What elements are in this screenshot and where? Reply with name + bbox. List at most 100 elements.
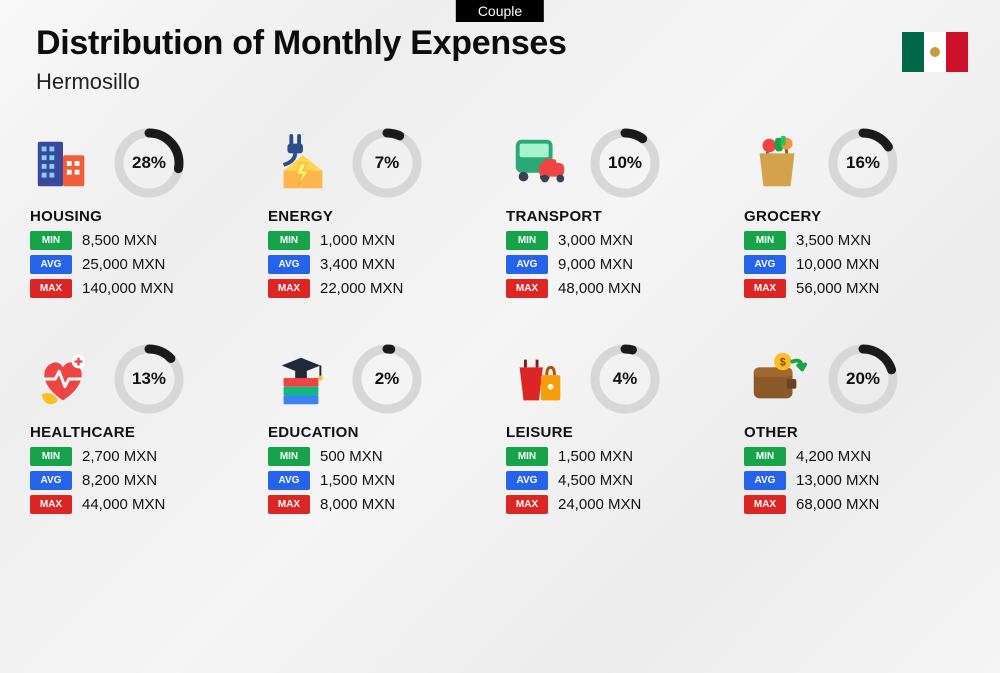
- min-value: 8,500 MXN: [82, 232, 157, 249]
- min-value: 2,700 MXN: [82, 448, 157, 465]
- avg-row: AVG 1,500 MXN: [268, 471, 494, 490]
- min-row: MIN 1,000 MXN: [268, 231, 494, 250]
- avg-row: AVG 13,000 MXN: [744, 471, 970, 490]
- pct-value: 7%: [375, 153, 400, 173]
- avg-pill: AVG: [506, 471, 548, 490]
- max-value: 22,000 MXN: [320, 280, 403, 297]
- max-pill: MAX: [744, 279, 786, 298]
- avg-value: 1,500 MXN: [320, 472, 395, 489]
- grocery-icon: [744, 130, 810, 196]
- pct-ring: 13%: [114, 344, 184, 414]
- categories-grid: 28% HOUSING MIN 8,500 MXN AVG 25,000 MXN M…: [30, 128, 970, 514]
- other-icon: $: [744, 346, 810, 412]
- min-pill: MIN: [30, 447, 72, 466]
- avg-pill: AVG: [744, 471, 786, 490]
- max-value: 56,000 MXN: [796, 280, 879, 297]
- category-name: TRANSPORT: [506, 208, 732, 225]
- education-icon: [268, 346, 334, 412]
- category-name: LEISURE: [506, 424, 732, 441]
- min-value: 4,200 MXN: [796, 448, 871, 465]
- min-pill: MIN: [744, 231, 786, 250]
- max-pill: MAX: [744, 495, 786, 514]
- max-row: MAX 140,000 MXN: [30, 279, 256, 298]
- min-value: 1,000 MXN: [320, 232, 395, 249]
- max-pill: MAX: [30, 495, 72, 514]
- max-row: MAX 24,000 MXN: [506, 495, 732, 514]
- pct-ring: 28%: [114, 128, 184, 198]
- svg-text:$: $: [780, 356, 786, 368]
- healthcare-icon: [30, 346, 96, 412]
- city-name: Hermosillo: [36, 69, 567, 95]
- avg-row: AVG 9,000 MXN: [506, 255, 732, 274]
- pct-value: 20%: [846, 369, 880, 389]
- category-other: $ 20% OTHER MIN 4,200 MXN AVG 13,000 MXN M…: [744, 344, 970, 514]
- avg-value: 25,000 MXN: [82, 256, 165, 273]
- min-row: MIN 2,700 MXN: [30, 447, 256, 466]
- category-name: ENERGY: [268, 208, 494, 225]
- max-value: 44,000 MXN: [82, 496, 165, 513]
- avg-row: AVG10,000 MXN: [744, 255, 970, 274]
- max-pill: MAX: [268, 279, 310, 298]
- header: Distribution of Monthly Expenses Hermosi…: [36, 24, 567, 95]
- category-name: OTHER: [744, 424, 970, 441]
- max-value: 48,000 MXN: [558, 280, 641, 297]
- avg-pill: AVG: [30, 471, 72, 490]
- avg-pill: AVG: [268, 255, 310, 274]
- min-row: MIN500 MXN: [268, 447, 494, 466]
- min-pill: MIN: [268, 447, 310, 466]
- max-pill: MAX: [268, 495, 310, 514]
- min-pill: MIN: [268, 231, 310, 250]
- min-row: MIN3,500 MXN: [744, 231, 970, 250]
- pct-value: 28%: [132, 153, 166, 173]
- min-row: MIN 1,500 MXN: [506, 447, 732, 466]
- min-pill: MIN: [744, 447, 786, 466]
- category-leisure: 4% LEISURE MIN 1,500 MXN AVG 4,500 MXN MAX…: [506, 344, 732, 514]
- max-value: 24,000 MXN: [558, 496, 641, 513]
- pct-value: 16%: [846, 153, 880, 173]
- pct-value: 2%: [375, 369, 400, 389]
- category-energy: 7% ENERGY MIN 1,000 MXN AVG 3,400 MXN MAX 2…: [268, 128, 494, 298]
- max-value: 140,000 MXN: [82, 280, 174, 297]
- category-transport: 10% TRANSPORT MIN3,000 MXN AVG9,000 MXN …: [506, 128, 732, 298]
- leisure-icon: [506, 346, 572, 412]
- max-pill: MAX: [30, 279, 72, 298]
- avg-row: AVG 4,500 MXN: [506, 471, 732, 490]
- category-healthcare: 13% HEALTHCARE MIN2,700 MXN AVG8,200 MXN…: [30, 344, 256, 514]
- min-pill: MIN: [506, 447, 548, 466]
- category-name: HOUSING: [30, 208, 256, 225]
- avg-value: 4,500 MXN: [558, 472, 633, 489]
- avg-row: AVG8,200 MXN: [30, 471, 256, 490]
- min-pill: MIN: [30, 231, 72, 250]
- avg-value: 9,000 MXN: [558, 256, 633, 273]
- pct-ring: 10%: [590, 128, 660, 198]
- pct-ring: 20%: [828, 344, 898, 414]
- page-title: Distribution of Monthly Expenses: [36, 24, 567, 63]
- category-name: GROCERY: [744, 208, 970, 225]
- max-value: 68,000 MXN: [796, 496, 879, 513]
- pct-ring: 16%: [828, 128, 898, 198]
- avg-row: AVG 25,000 MXN: [30, 255, 256, 274]
- max-pill: MAX: [506, 495, 548, 514]
- avg-pill: AVG: [30, 255, 72, 274]
- max-row: MAX48,000 MXN: [506, 279, 732, 298]
- min-row: MIN 4,200 MXN: [744, 447, 970, 466]
- pct-ring: 2%: [352, 344, 422, 414]
- energy-icon: [268, 130, 334, 196]
- avg-row: AVG 3,400 MXN: [268, 255, 494, 274]
- avg-pill: AVG: [268, 471, 310, 490]
- max-row: MAX 22,000 MXN: [268, 279, 494, 298]
- max-row: MAX8,000 MXN: [268, 495, 494, 514]
- pct-ring: 7%: [352, 128, 422, 198]
- household-badge: Couple: [456, 0, 544, 22]
- avg-value: 13,000 MXN: [796, 472, 879, 489]
- pct-ring: 4%: [590, 344, 660, 414]
- pct-value: 13%: [132, 369, 166, 389]
- avg-pill: AVG: [506, 255, 548, 274]
- max-row: MAX 44,000 MXN: [30, 495, 256, 514]
- max-row: MAX 68,000 MXN: [744, 495, 970, 514]
- min-value: 1,500 MXN: [558, 448, 633, 465]
- avg-value: 3,400 MXN: [320, 256, 395, 273]
- max-row: MAX 56,000 MXN: [744, 279, 970, 298]
- housing-icon: [30, 130, 96, 196]
- min-value: 3,000 MXN: [558, 232, 633, 249]
